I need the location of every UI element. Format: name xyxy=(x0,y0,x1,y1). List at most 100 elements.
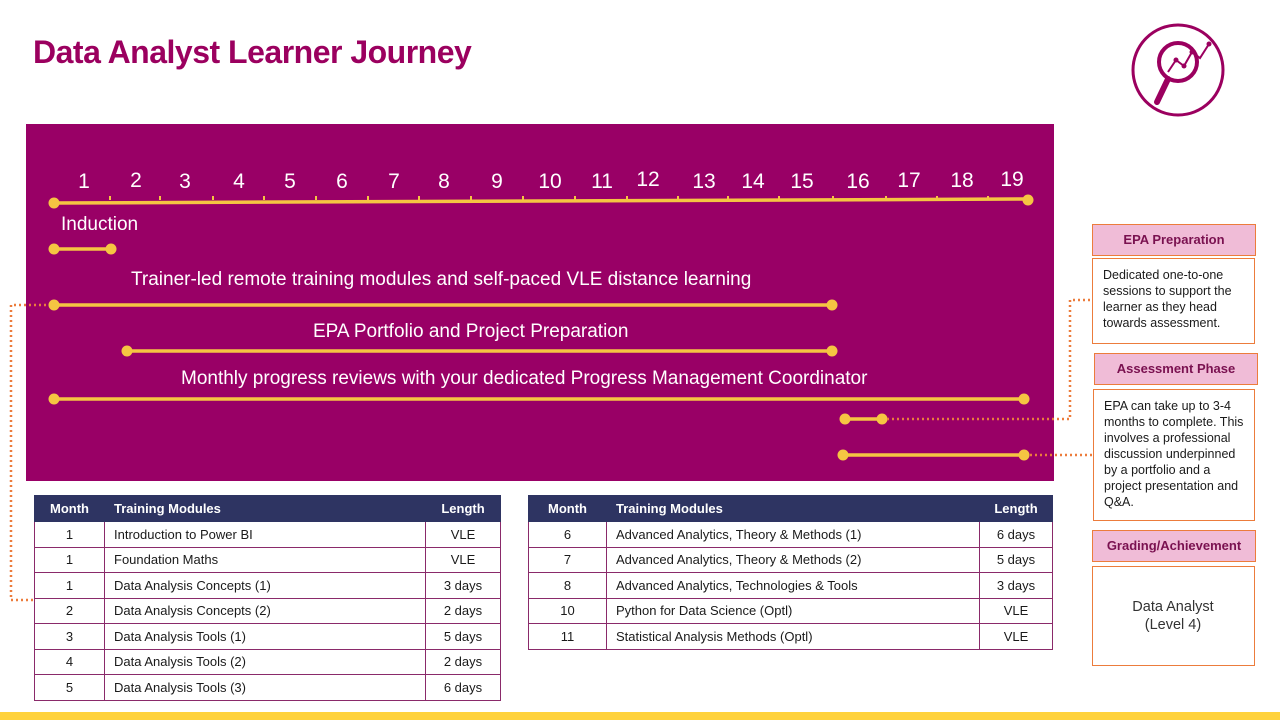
epa-preparation-text: Dedicated one-to-one sessions to support… xyxy=(1092,258,1255,344)
timeline-bar-start-dot xyxy=(48,299,60,311)
module-cell: Data Analysis Concepts (1) xyxy=(104,572,426,599)
timeline-bar-end-dot xyxy=(105,243,117,255)
month-label-15: 15 xyxy=(790,170,814,193)
month-label-3: 3 xyxy=(179,170,191,193)
length-cell: VLE xyxy=(425,546,501,573)
month-label-8: 8 xyxy=(438,170,450,193)
month-cell: 10 xyxy=(528,597,607,624)
month-label-11: 11 xyxy=(591,170,613,193)
module-cell: Data Analysis Tools (1) xyxy=(104,623,426,650)
length-cell: VLE xyxy=(979,597,1053,624)
training-modules-table-right: Month Training Modules Length 6 Advanced … xyxy=(528,495,1053,650)
table-row: 8 Advanced Analytics, Technologies & Tool… xyxy=(528,572,1053,599)
timeline-bar-start-dot xyxy=(48,393,60,405)
timeline-axis-start-dot xyxy=(48,197,60,209)
length-cell: VLE xyxy=(979,623,1053,650)
month-label-1: 1 xyxy=(78,170,90,193)
month-cell: 2 xyxy=(34,597,105,624)
month-cell: 7 xyxy=(528,546,607,573)
month-label-18: 18 xyxy=(950,169,974,192)
month-label-2: 2 xyxy=(130,169,142,192)
assessment-phase-bar-end-dot xyxy=(1018,449,1030,461)
assessment-phase-bar-start-dot xyxy=(837,449,849,461)
month-label-19: 19 xyxy=(1000,168,1024,191)
month-label-6: 6 xyxy=(336,170,348,193)
col-header-length: Length xyxy=(979,495,1053,522)
table-row: 10 Python for Data Science (Optl) VLE xyxy=(528,597,1053,624)
month-cell: 3 xyxy=(34,623,105,650)
module-cell: Introduction to Power BI xyxy=(104,521,426,548)
month-cell: 11 xyxy=(528,623,607,650)
grading-box xyxy=(1092,566,1255,666)
col-header-month: Month xyxy=(528,495,607,522)
col-header-length: Length xyxy=(425,495,501,522)
module-cell: Data Analysis Concepts (2) xyxy=(104,597,426,624)
grading-text: Data Analyst (Level 4) xyxy=(1132,599,1214,633)
table-row: 7 Advanced Analytics, Theory & Methods (2… xyxy=(528,546,1053,573)
month-label-4: 4 xyxy=(233,170,245,193)
length-cell: 6 days xyxy=(979,521,1053,548)
length-cell: VLE xyxy=(425,521,501,548)
month-cell: 1 xyxy=(34,546,105,573)
month-label-10: 10 xyxy=(538,170,562,193)
connector-training-to-table xyxy=(9,303,46,602)
col-header-modules: Training Modules xyxy=(606,495,980,522)
month-cell: 1 xyxy=(34,521,105,548)
month-label-5: 5 xyxy=(284,170,296,193)
month-cell: 8 xyxy=(528,572,607,599)
timeline-bar-start-dot xyxy=(121,345,133,357)
connector-epa-preparation xyxy=(887,298,1092,421)
bottom-accent-bar xyxy=(0,712,1280,720)
month-label-12: 12 xyxy=(636,168,660,191)
timeline-row-label: Trainer-led remote training modules and … xyxy=(131,269,752,290)
month-cell: 5 xyxy=(34,674,105,701)
timeline-axis-end-dot xyxy=(1022,194,1034,206)
length-cell: 2 days xyxy=(425,597,501,624)
table-row: 6 Advanced Analytics, Theory & Methods (1… xyxy=(528,521,1053,548)
assessment-phase-heading: Assessment Phase xyxy=(1094,353,1258,385)
table-row: 1 Foundation Maths VLE xyxy=(34,546,501,573)
length-cell: 6 days xyxy=(425,674,501,701)
length-cell: 3 days xyxy=(979,572,1053,599)
table-row: 5 Data Analysis Tools (3) 6 days xyxy=(34,674,501,701)
timeline-bar-end-dot xyxy=(826,299,838,311)
epa-preparation-bar-end-dot xyxy=(876,413,888,425)
table-row: 1 Introduction to Power BI VLE xyxy=(34,521,501,548)
table-row: 4 Data Analysis Tools (2) 2 days xyxy=(34,648,501,675)
timeline-bar-end-dot xyxy=(1018,393,1030,405)
month-label-17: 17 xyxy=(897,169,921,192)
length-cell: 2 days xyxy=(425,648,501,675)
module-cell: Python for Data Science (Optl) xyxy=(606,597,980,624)
module-cell: Advanced Analytics, Technologies & Tools xyxy=(606,572,980,599)
table-row: 3 Data Analysis Tools (1) 5 days xyxy=(34,623,501,650)
module-cell: Advanced Analytics, Theory & Methods (2) xyxy=(606,546,980,573)
month-cell: 1 xyxy=(34,572,105,599)
col-header-modules: Training Modules xyxy=(104,495,426,522)
month-label-7: 7 xyxy=(388,170,400,193)
length-cell: 3 days xyxy=(425,572,501,599)
training-modules-table-left: Month Training Modules Length 1 Introduct… xyxy=(34,495,501,701)
length-cell: 5 days xyxy=(979,546,1053,573)
module-cell: Statistical Analysis Methods (Optl) xyxy=(606,623,980,650)
col-header-month: Month xyxy=(34,495,105,522)
timeline-row-label: Induction xyxy=(61,214,139,235)
assessment-phase-text: EPA can take up to 3-4 months to complet… xyxy=(1093,389,1255,521)
timeline-row-label: EPA Portfolio and Project Preparation xyxy=(313,321,629,342)
month-label-9: 9 xyxy=(491,170,503,193)
month-label-16: 16 xyxy=(846,170,870,193)
module-cell: Advanced Analytics, Theory & Methods (1) xyxy=(606,521,980,548)
month-label-14: 14 xyxy=(741,170,765,193)
grading-heading: Grading/Achievement xyxy=(1092,530,1256,562)
timeline-axis-line xyxy=(53,197,1029,205)
month-cell: 4 xyxy=(34,648,105,675)
page-title: Data Analyst Learner Journey xyxy=(33,34,472,70)
table-row: 1 Data Analysis Concepts (1) 3 days xyxy=(34,572,501,599)
magnifier-chart-icon xyxy=(1131,23,1225,117)
month-label-13: 13 xyxy=(692,170,716,193)
timeline-bar-start-dot xyxy=(48,243,60,255)
epa-preparation-bar-start-dot xyxy=(839,413,851,425)
epa-preparation-heading: EPA Preparation xyxy=(1092,224,1256,256)
module-cell: Data Analysis Tools (3) xyxy=(104,674,426,701)
module-cell: Foundation Maths xyxy=(104,546,426,573)
